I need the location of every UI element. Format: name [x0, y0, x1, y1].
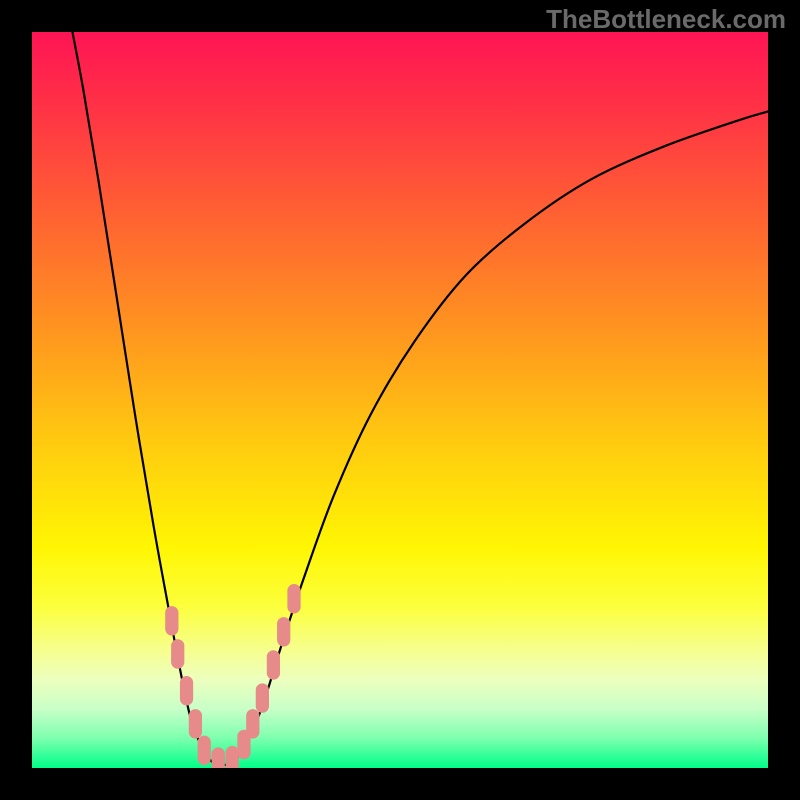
data-marker	[287, 584, 300, 613]
data-marker	[246, 709, 259, 738]
data-marker	[198, 736, 211, 765]
data-marker	[226, 746, 239, 768]
data-marker	[212, 747, 225, 768]
data-marker	[256, 683, 269, 712]
data-marker	[277, 617, 290, 646]
gradient-background	[32, 32, 768, 768]
chart-container: TheBottleneck.com	[0, 0, 800, 800]
data-marker	[171, 639, 184, 668]
data-marker	[180, 676, 193, 705]
data-marker	[267, 650, 280, 679]
data-marker	[189, 709, 202, 738]
watermark-text: TheBottleneck.com	[546, 4, 786, 35]
bottleneck-curve-chart	[32, 32, 768, 768]
data-marker	[165, 606, 178, 635]
